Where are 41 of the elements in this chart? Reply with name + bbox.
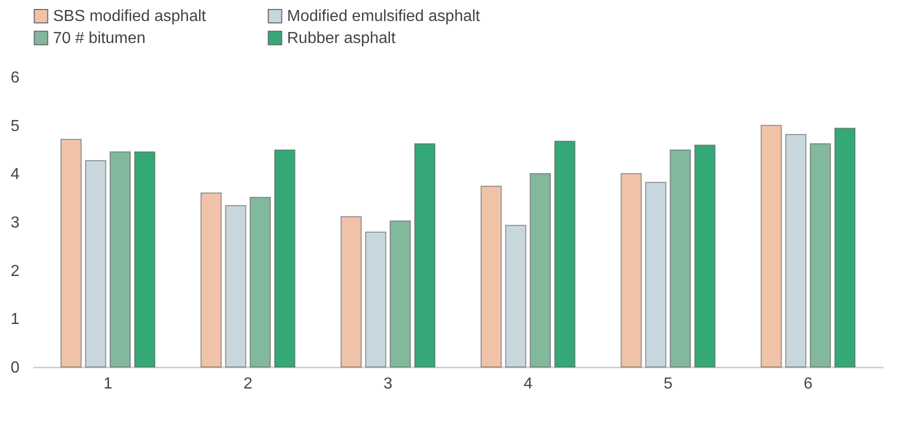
bar: [110, 151, 131, 368]
y-tick-label: 3: [10, 214, 20, 232]
bar: [414, 143, 436, 368]
bar: [250, 196, 271, 368]
x-tick-label: 5: [664, 376, 673, 392]
bar: [340, 216, 362, 368]
legend-label: Rubber asphalt: [287, 30, 396, 47]
bar: [694, 144, 716, 368]
x-tick-label: 6: [804, 376, 813, 392]
bar: [834, 128, 856, 368]
bar: [760, 124, 782, 368]
legend-label: SBS modified asphalt: [53, 8, 207, 26]
bar: [274, 149, 296, 368]
bar: [480, 186, 502, 368]
bar: [645, 182, 666, 368]
bar: [670, 149, 691, 368]
x-tick-label: 4: [524, 376, 533, 392]
x-tick-label: 1: [103, 376, 112, 392]
legend-label: 70 # bitumen: [53, 30, 146, 47]
bar: [225, 205, 246, 368]
x-tick-label: 3: [384, 376, 393, 392]
bar: [620, 173, 642, 368]
y-tick-label: 5: [10, 118, 20, 135]
bar: [810, 143, 831, 368]
bar: [390, 220, 411, 368]
x-tick-label: 2: [243, 376, 252, 392]
y-tick-label: 6: [10, 70, 20, 86]
legend-label: Modified emulsified asphalt: [287, 8, 481, 26]
y-tick-label: 4: [10, 166, 20, 184]
bar: [134, 151, 156, 368]
bar: [505, 224, 526, 368]
bar: [554, 140, 576, 368]
y-tick-label: 0: [10, 360, 20, 376]
bar: [365, 232, 386, 368]
bar: [85, 160, 106, 368]
y-tick-label: 2: [10, 262, 20, 280]
bar: [60, 138, 82, 368]
bar: [530, 173, 551, 368]
y-tick-label: 1: [10, 311, 20, 328]
bar: [785, 134, 806, 368]
bar: [200, 192, 222, 368]
